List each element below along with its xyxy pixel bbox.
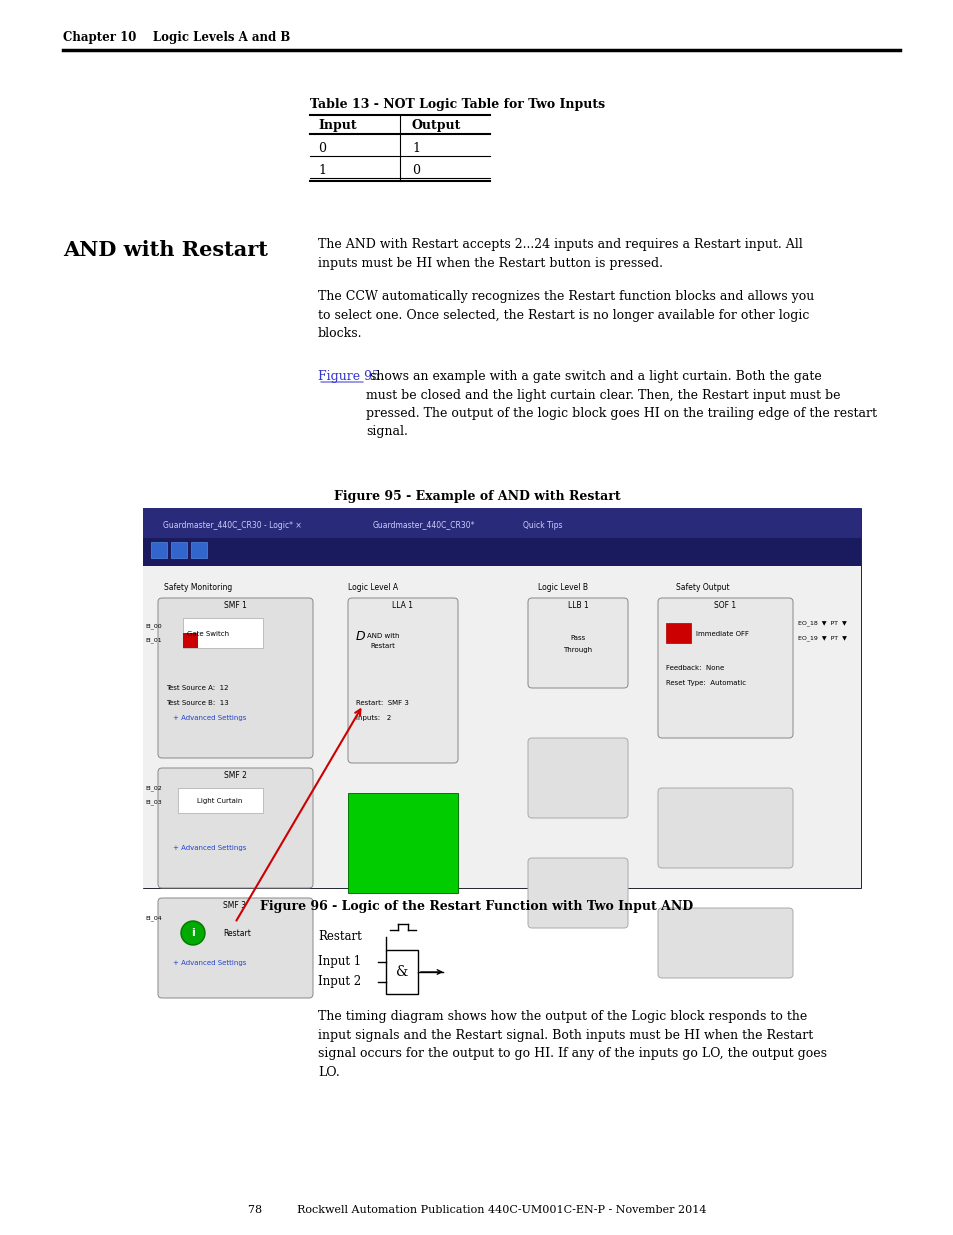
Text: EI_02: EI_02 (145, 785, 162, 790)
Text: Immediate OFF: Immediate OFF (696, 631, 749, 637)
Text: Pass: Pass (570, 635, 585, 641)
FancyBboxPatch shape (527, 598, 627, 688)
Text: LLA 1: LLA 1 (392, 601, 413, 610)
Text: Reset Type:  Automatic: Reset Type: Automatic (665, 680, 745, 685)
Text: The CCW automatically recognizes the Restart function blocks and allows you
to s: The CCW automatically recognizes the Res… (317, 290, 814, 340)
Bar (183, 634, 198, 648)
Text: Test Source A:  12: Test Source A: 12 (166, 685, 229, 692)
Bar (143, 538, 861, 566)
Text: &: & (395, 965, 408, 979)
FancyBboxPatch shape (348, 598, 457, 763)
Bar (143, 508, 861, 538)
Text: Safety Monitoring: Safety Monitoring (164, 583, 232, 593)
Text: shows an example with a gate switch and a light curtain. Both the gate
must be c: shows an example with a gate switch and … (366, 370, 876, 438)
Text: SOF 1: SOF 1 (713, 601, 736, 610)
Text: D: D (355, 630, 364, 642)
Text: Logic Level A: Logic Level A (348, 583, 397, 593)
Text: Table 13 - NOT Logic Table for Two Inputs: Table 13 - NOT Logic Table for Two Input… (310, 98, 604, 111)
Text: LLB 1: LLB 1 (567, 601, 588, 610)
Text: Safety Output: Safety Output (676, 583, 729, 593)
FancyBboxPatch shape (158, 598, 313, 758)
Text: Chapter 10    Logic Levels A and B: Chapter 10 Logic Levels A and B (63, 32, 290, 44)
Text: The timing diagram shows how the output of the Logic block responds to the
input: The timing diagram shows how the output … (317, 1010, 826, 1078)
Text: Input 2: Input 2 (317, 976, 361, 988)
Text: Quick Tips: Quick Tips (522, 520, 562, 530)
Text: Through: Through (563, 647, 592, 653)
FancyBboxPatch shape (658, 598, 792, 739)
Text: 0: 0 (317, 142, 326, 154)
Text: Light Curtain: Light Curtain (197, 798, 242, 804)
Bar (191, 542, 207, 558)
Text: EI_00: EI_00 (145, 624, 161, 629)
Bar (143, 508, 861, 888)
Text: Output: Output (412, 120, 461, 132)
Text: Inputs:   2: Inputs: 2 (355, 715, 391, 721)
Text: 0: 0 (412, 163, 419, 177)
Text: Restart: Restart (370, 643, 395, 650)
FancyBboxPatch shape (658, 908, 792, 978)
Bar (151, 542, 167, 558)
Text: Restart: Restart (223, 929, 251, 937)
Text: Restart:  SMF 3: Restart: SMF 3 (355, 700, 409, 706)
Text: Figure 96 - Logic of the Restart Function with Two Input AND: Figure 96 - Logic of the Restart Functio… (260, 900, 693, 913)
FancyBboxPatch shape (158, 768, 313, 888)
Bar (348, 793, 457, 893)
FancyBboxPatch shape (158, 898, 313, 998)
Text: SMF 3: SMF 3 (223, 902, 246, 910)
Text: Input 1: Input 1 (317, 956, 361, 968)
Text: + Advanced Settings: + Advanced Settings (172, 845, 246, 851)
Text: Feedback:  None: Feedback: None (665, 664, 723, 671)
Text: + Advanced Settings: + Advanced Settings (172, 960, 246, 966)
FancyBboxPatch shape (527, 858, 627, 927)
Text: 78          Rockwell Automation Publication 440C-UM001C-EN-P - November 2014: 78 Rockwell Automation Publication 440C-… (248, 1205, 705, 1215)
Text: SMF 1: SMF 1 (223, 601, 246, 610)
Text: Logic Level B: Logic Level B (537, 583, 587, 593)
Text: + Advanced Settings: + Advanced Settings (172, 715, 246, 721)
FancyBboxPatch shape (527, 739, 627, 818)
Text: AND with Restart: AND with Restart (63, 240, 268, 261)
Text: Gate Switch: Gate Switch (187, 631, 229, 637)
Text: EI_03: EI_03 (145, 799, 162, 805)
Bar (386, 950, 417, 994)
Text: i: i (191, 927, 194, 939)
Text: Guardmaster_440C_CR30*: Guardmaster_440C_CR30* (373, 520, 475, 530)
Bar (171, 542, 187, 558)
Text: Restart: Restart (317, 930, 361, 944)
Text: Figure 95: Figure 95 (317, 370, 379, 383)
Bar (178, 788, 263, 813)
Text: EO_18  ▼  PT  ▼: EO_18 ▼ PT ▼ (797, 620, 846, 626)
Text: AND with: AND with (366, 634, 399, 638)
Bar (143, 566, 861, 888)
Text: The AND with Restart accepts 2...24 inputs and requires a Restart input. All
inp: The AND with Restart accepts 2...24 inpu… (317, 238, 801, 269)
FancyBboxPatch shape (658, 788, 792, 868)
Text: EI_04: EI_04 (145, 915, 162, 921)
Circle shape (181, 921, 205, 945)
Bar (183, 618, 263, 648)
Text: Figure 95 - Example of AND with Restart: Figure 95 - Example of AND with Restart (334, 490, 619, 503)
Text: 1: 1 (317, 163, 326, 177)
Text: EO_19  ▼  PT  ▼: EO_19 ▼ PT ▼ (797, 635, 846, 641)
Text: Guardmaster_440C_CR30 - Logic* ×: Guardmaster_440C_CR30 - Logic* × (163, 520, 301, 530)
Text: EI_01: EI_01 (145, 637, 161, 643)
Text: SMF 2: SMF 2 (223, 772, 246, 781)
Bar (665, 622, 690, 643)
Text: Test Source B:  13: Test Source B: 13 (166, 700, 229, 706)
Text: Input: Input (317, 120, 356, 132)
Text: 1: 1 (412, 142, 419, 154)
